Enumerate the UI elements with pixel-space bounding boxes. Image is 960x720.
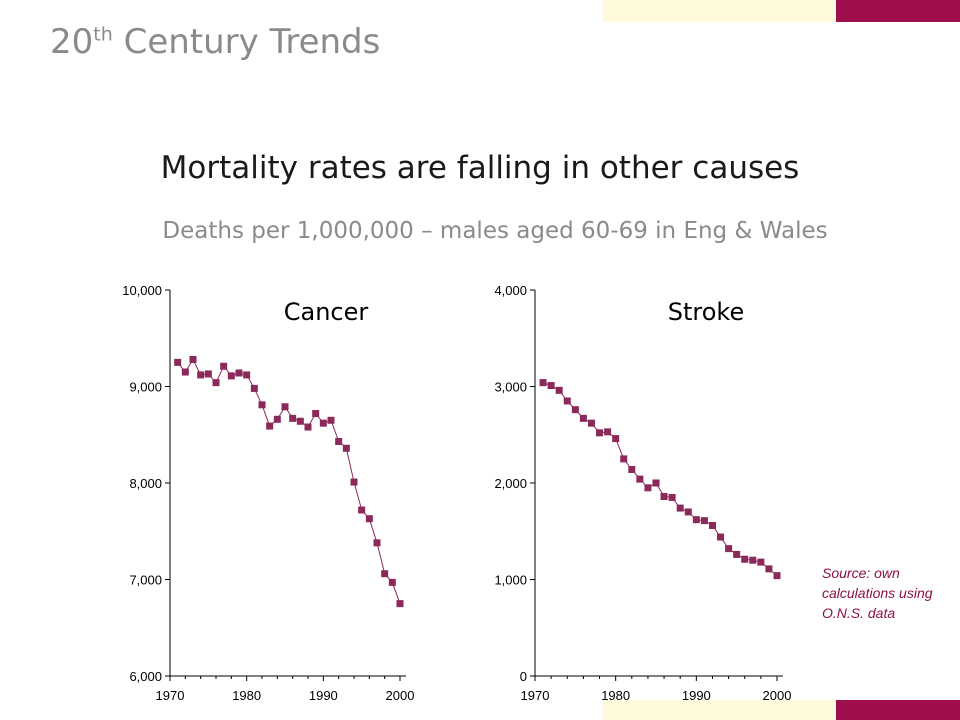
data-point: [388, 578, 396, 586]
data-point: [604, 428, 612, 436]
data-point: [189, 355, 197, 363]
chart-title: Stroke: [668, 298, 744, 326]
data-point: [266, 422, 274, 430]
y-tick-label: 0: [520, 669, 527, 684]
data-point: [708, 521, 716, 529]
x-tick-label: 1980: [232, 688, 261, 703]
data-point: [555, 386, 563, 394]
y-tick-label: 3,000: [494, 380, 527, 395]
data-point: [243, 371, 251, 379]
data-point: [563, 397, 571, 405]
data-point: [281, 403, 289, 411]
data-point: [381, 570, 389, 578]
y-tick-label: 7,000: [129, 573, 162, 588]
data-point: [204, 370, 212, 378]
data-point: [220, 362, 228, 370]
data-point: [773, 572, 781, 580]
y-tick-label: 10,000: [122, 283, 162, 298]
data-point: [741, 555, 749, 563]
x-tick-label: 2000: [386, 688, 415, 703]
y-tick-label: 1,000: [494, 573, 527, 588]
x-tick-label: 2000: [763, 688, 792, 703]
data-point: [652, 479, 660, 487]
y-tick-label: 8,000: [129, 476, 162, 491]
data-point: [235, 369, 243, 377]
data-point: [250, 384, 258, 392]
data-point: [725, 545, 733, 553]
stroke-chart: 0 1,000 2,000 3,000 4,000 1970 1980 1990 2000 Str…: [494, 283, 791, 703]
top-cream-band: [603, 0, 836, 22]
data-point: [717, 533, 725, 541]
data-point: [765, 565, 773, 573]
data-point: [312, 410, 320, 418]
data-point: [612, 435, 620, 443]
data-point: [335, 438, 343, 446]
data-point: [636, 475, 644, 483]
data-point: [700, 517, 708, 525]
data-point: [227, 372, 235, 380]
data-point: [579, 414, 587, 422]
x-tick-label: 1970: [521, 688, 550, 703]
data-point: [342, 444, 350, 452]
data-point: [660, 493, 668, 501]
series-line: [177, 358, 401, 604]
bottom-cream-band: [603, 700, 836, 720]
data-point: [733, 550, 741, 558]
data-point: [181, 368, 189, 376]
data-point: [327, 416, 335, 424]
y-tick-label: 6,000: [129, 669, 162, 684]
data-point: [757, 558, 765, 566]
data-point: [365, 515, 373, 523]
data-point: [628, 465, 636, 473]
data-point: [596, 429, 604, 437]
data-point: [676, 504, 684, 512]
data-point: [749, 556, 757, 564]
data-point: [620, 455, 628, 463]
data-point: [197, 371, 205, 379]
data-point: [273, 415, 281, 423]
data-point: [174, 358, 182, 366]
data-point: [358, 506, 366, 514]
x-tick-label: 1970: [156, 688, 185, 703]
data-point: [539, 379, 547, 387]
y-tick-label: 9,000: [129, 380, 162, 395]
data-point: [587, 419, 595, 427]
data-point: [350, 478, 358, 486]
data-point: [668, 493, 676, 501]
y-tick-label: 4,000: [494, 283, 527, 298]
bottom-maroon-band: [836, 700, 960, 720]
top-maroon-band: [836, 0, 960, 22]
data-point: [692, 516, 700, 524]
cancer-chart: 6,000 7,000 8,000 9,000 10,000 1970 1980 1990 20…: [122, 283, 414, 703]
data-point: [319, 419, 327, 427]
data-point: [296, 417, 304, 425]
data-point: [373, 539, 381, 547]
chart-title: Cancer: [284, 298, 369, 326]
subtitle: Deaths per 1,000,000 – males aged 60-69 …: [162, 218, 828, 244]
source-note: Source: own calculations using O.N.S. da…: [822, 565, 933, 621]
data-point: [571, 406, 579, 414]
data-point: [304, 423, 312, 431]
y-tick-label: 2,000: [494, 476, 527, 491]
x-tick-label: 1990: [682, 688, 711, 703]
data-point: [212, 379, 220, 387]
data-point: [289, 414, 297, 422]
data-point: [684, 508, 692, 516]
slide-title: 20th Century Trends: [50, 22, 381, 62]
data-point: [547, 382, 555, 390]
data-point: [396, 600, 404, 608]
data-point: [258, 401, 266, 409]
data-point: [644, 484, 652, 492]
x-tick-label: 1980: [601, 688, 630, 703]
x-tick-label: 1990: [309, 688, 338, 703]
headline: Mortality rates are falling in other cau…: [160, 150, 800, 186]
